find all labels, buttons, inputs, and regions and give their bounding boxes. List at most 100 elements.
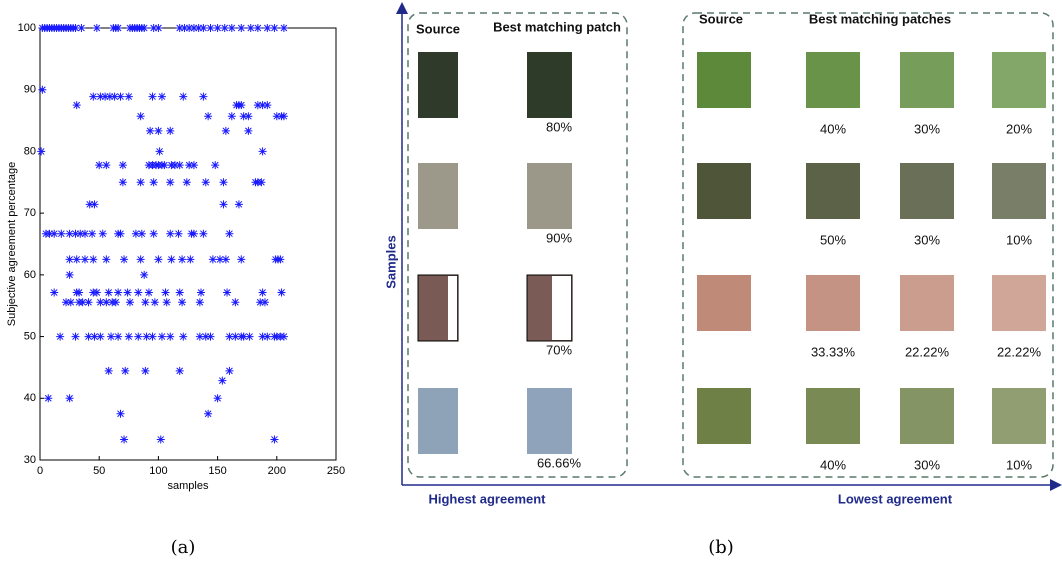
- point: [85, 200, 94, 209]
- point: [105, 92, 114, 101]
- percentage: 20%: [1006, 121, 1032, 136]
- point: [225, 332, 234, 341]
- match-patch: [900, 52, 954, 108]
- point: [204, 409, 213, 418]
- point: [161, 288, 170, 297]
- point: [270, 24, 279, 32]
- point: [156, 435, 165, 444]
- point: [66, 298, 75, 307]
- source-patch: [697, 52, 751, 108]
- point: [148, 92, 157, 101]
- point: [144, 288, 153, 297]
- y-axis-label: Subjective agreement percentage: [6, 162, 18, 327]
- point: [104, 366, 113, 375]
- point: [65, 394, 74, 403]
- point: [121, 366, 130, 375]
- x-tick-label: 50: [93, 465, 105, 477]
- x-axis-label: samples: [168, 480, 209, 492]
- point: [154, 126, 163, 135]
- point: [116, 92, 125, 101]
- point: [65, 255, 74, 264]
- point: [154, 24, 163, 32]
- percentage: 40%: [820, 121, 846, 136]
- point: [124, 92, 133, 101]
- point: [116, 229, 125, 238]
- y-tick-label: 30: [24, 454, 36, 466]
- point: [219, 200, 228, 209]
- point: [179, 332, 188, 341]
- point: [170, 161, 179, 170]
- point: [157, 92, 166, 101]
- x-tick-label: 100: [149, 465, 167, 477]
- point: [150, 298, 159, 307]
- point: [258, 332, 267, 341]
- point: [78, 298, 87, 307]
- match-patch: [992, 388, 1046, 444]
- point: [180, 24, 189, 32]
- point: [175, 288, 184, 297]
- point: [65, 270, 74, 279]
- match-patch: [806, 52, 860, 108]
- point: [208, 255, 217, 264]
- point: [110, 92, 119, 101]
- point: [134, 288, 143, 297]
- point: [197, 288, 206, 297]
- point: [140, 24, 149, 32]
- point: [114, 24, 123, 32]
- point: [175, 366, 184, 375]
- match-patch: [900, 388, 954, 444]
- point: [114, 332, 123, 341]
- point: [71, 24, 80, 32]
- point: [220, 24, 229, 32]
- point: [279, 24, 288, 32]
- point: [201, 178, 210, 187]
- lowest-label: Lowest agreement: [838, 491, 953, 506]
- point: [237, 24, 246, 32]
- point: [160, 161, 169, 170]
- y-tick-label: 60: [24, 269, 36, 281]
- percentage: 40%: [820, 457, 846, 472]
- point: [142, 332, 151, 341]
- x-tick-label: 0: [37, 465, 43, 477]
- point: [124, 332, 133, 341]
- point: [276, 255, 285, 264]
- point: [141, 298, 150, 307]
- source-patch: [697, 275, 751, 331]
- point: [258, 147, 267, 156]
- point: [182, 178, 191, 187]
- point: [96, 92, 105, 101]
- point: [185, 161, 194, 170]
- percentage: 10%: [1006, 232, 1032, 247]
- plot-frame: [39, 27, 337, 461]
- match-patch: [527, 388, 572, 454]
- source-patch: [697, 388, 751, 444]
- point: [272, 112, 281, 121]
- point: [215, 255, 224, 264]
- point: [84, 332, 93, 341]
- source-patch: [418, 163, 458, 229]
- point: [221, 255, 230, 264]
- point: [167, 255, 176, 264]
- point: [204, 112, 213, 121]
- y-tick-label: 40: [24, 392, 36, 404]
- point: [114, 288, 123, 297]
- point: [45, 229, 54, 238]
- point: [227, 24, 236, 32]
- point: [107, 332, 116, 341]
- y-tick-label: 50: [24, 330, 36, 342]
- point: [92, 24, 101, 32]
- point: [195, 298, 204, 307]
- percentage: 90%: [546, 230, 572, 245]
- point: [72, 255, 81, 264]
- point: [149, 178, 158, 187]
- point: [263, 101, 272, 110]
- source-patch: [697, 163, 751, 219]
- point: [101, 92, 110, 101]
- source-header: Source: [699, 11, 743, 26]
- point: [149, 229, 158, 238]
- point: [157, 332, 166, 341]
- point: [162, 298, 171, 307]
- point: [76, 229, 85, 238]
- point: [90, 332, 99, 341]
- point: [104, 288, 113, 297]
